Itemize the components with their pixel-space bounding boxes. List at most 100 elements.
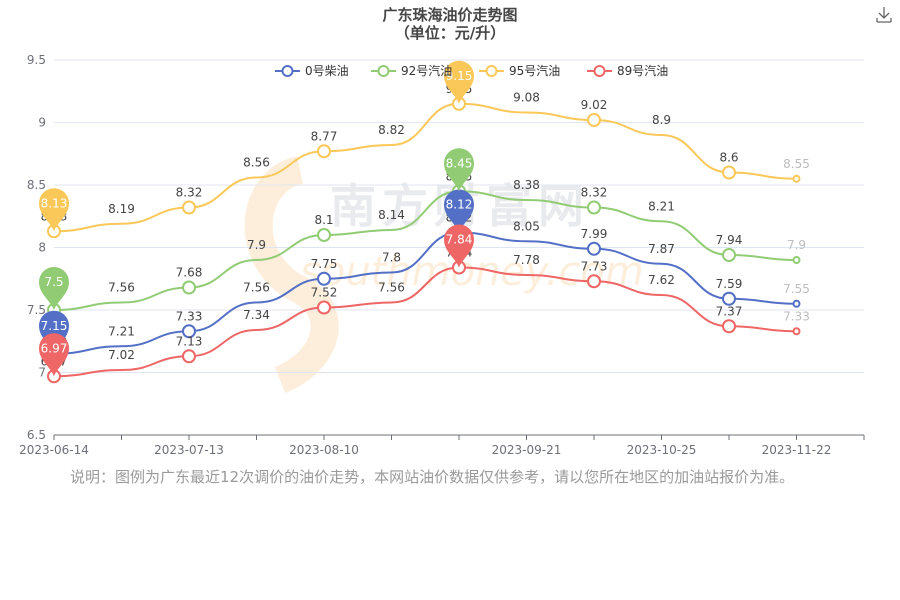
chart-title: 广东珠海油价走势图 <box>382 6 517 24</box>
x-tick-label: 2023-09-21 <box>492 443 562 457</box>
data-point <box>182 200 196 215</box>
data-point <box>722 291 736 306</box>
pin-shape <box>39 267 69 310</box>
data-label: 8.05 <box>513 219 540 233</box>
data-label: 7.33 <box>783 309 810 323</box>
data-label: 7.94 <box>716 233 743 247</box>
watermark-swoosh <box>244 156 339 393</box>
data-label: 7.56 <box>378 281 405 295</box>
data-label: 8.77 <box>311 129 338 143</box>
data-point <box>317 300 331 315</box>
chart-subtitle: （单位：元/升） <box>395 24 505 42</box>
download-icon[interactable] <box>876 6 892 24</box>
pin-shape <box>444 189 474 233</box>
pin-shape <box>39 333 69 377</box>
data-label: 8.14 <box>378 208 405 222</box>
legend-marker <box>281 65 294 77</box>
data-point <box>182 280 196 295</box>
legend-marker <box>377 65 390 77</box>
data-label: 7.13 <box>176 334 203 348</box>
data-label: 8.82 <box>378 123 405 137</box>
pin-label: 6.97 <box>41 341 68 355</box>
footnote: 说明：图例为广东最近12次调价的油价走势，本网站油价数据仅供参考，请以您所在地区… <box>70 468 795 486</box>
data-point <box>722 248 736 262</box>
max-pin-3: 7.84 <box>444 224 474 268</box>
pin-label: 7.5 <box>44 275 63 289</box>
legend: 0号柴油 92号汽油 95号汽油 89号汽油 <box>275 63 668 78</box>
max-pin-1: 8.45 <box>444 148 474 192</box>
pin-label: 9.15 <box>446 69 473 83</box>
data-point <box>722 319 736 334</box>
min-pin-1: 7.5 <box>39 267 69 310</box>
y-tick-label: 7 <box>38 366 46 380</box>
data-label: 7.56 <box>108 281 135 295</box>
data-label: 7.78 <box>513 253 540 267</box>
data-point <box>317 271 331 286</box>
data-label: 7.59 <box>716 277 743 291</box>
series-line-3 <box>53 266 797 378</box>
data-label: 7.52 <box>311 286 338 300</box>
data-point <box>792 327 801 336</box>
x-tick-label: 2023-06-14 <box>19 443 89 457</box>
data-label: 7.9 <box>247 238 266 252</box>
data-point <box>587 274 601 289</box>
data-label: 7.73 <box>581 259 608 273</box>
x-tick-label: 2023-08-10 <box>289 443 359 457</box>
data-label: 8.55 <box>783 157 810 171</box>
data-label: 8.32 <box>176 186 203 200</box>
legend-item-2: 95号汽油 <box>509 63 560 78</box>
pin-label: 8.45 <box>446 156 473 170</box>
legend-marker <box>593 65 606 77</box>
data-label: 7.68 <box>176 266 203 280</box>
x-tick-label: 2023-11-22 <box>762 443 832 457</box>
data-point <box>587 113 601 127</box>
data-label: 9.08 <box>513 91 540 105</box>
data-label: 9.02 <box>581 98 608 112</box>
x-tick-label: 2023-07-13 <box>154 443 224 457</box>
pin-shape <box>444 60 474 104</box>
y-tick-label: 9 <box>38 116 46 130</box>
data-label: 7.75 <box>311 257 338 271</box>
max-pin-2: 9.15 <box>444 60 474 104</box>
legend-item-3: 89号汽油 <box>617 63 668 78</box>
data-label: 8.21 <box>648 199 675 213</box>
min-pin-2: 8.13 <box>39 188 69 232</box>
data-label: 8.38 <box>513 178 540 192</box>
data-label: 7.8 <box>382 251 401 265</box>
data-point <box>182 349 196 364</box>
data-label: 8.56 <box>243 156 270 170</box>
data-label: 7.87 <box>648 242 675 256</box>
data-label: 8.1 <box>314 213 333 227</box>
data-point <box>587 200 601 215</box>
data-label: 8.6 <box>719 151 738 165</box>
min-pin-3: 6.97 <box>39 333 69 377</box>
min-pin-0: 7.15 <box>39 310 69 354</box>
pin-label: 7.84 <box>446 233 473 247</box>
max-pin-0: 8.12 <box>444 189 474 233</box>
y-tick-label: 8 <box>38 241 46 255</box>
data-label: 8.32 <box>581 186 608 200</box>
data-point <box>722 165 736 180</box>
data-label: 8.9 <box>652 113 671 127</box>
data-label: 7.33 <box>176 309 203 323</box>
legend-item-0: 0号柴油 <box>305 64 349 78</box>
y-tick-label: 6.5 <box>27 428 46 442</box>
data-point <box>317 144 331 159</box>
data-label: 7.56 <box>243 281 270 295</box>
y-tick-label: 9.5 <box>27 53 46 67</box>
pin-shape <box>39 188 69 232</box>
data-label: 7.99 <box>581 227 608 241</box>
pin-label: 8.13 <box>41 196 68 210</box>
legend-item-1: 92号汽油 <box>401 63 452 78</box>
legend-marker <box>485 65 498 77</box>
y-tick-label: 7.5 <box>27 303 46 317</box>
pin-shape <box>444 224 474 268</box>
y-tick-label: 8.5 <box>27 178 46 192</box>
data-label: 7.55 <box>783 282 810 296</box>
data-point <box>317 228 331 242</box>
data-label: 7.62 <box>648 273 675 287</box>
pin-shape <box>444 148 474 192</box>
x-tick-label: 2023-10-25 <box>627 443 697 457</box>
data-label: 7.9 <box>787 238 806 252</box>
